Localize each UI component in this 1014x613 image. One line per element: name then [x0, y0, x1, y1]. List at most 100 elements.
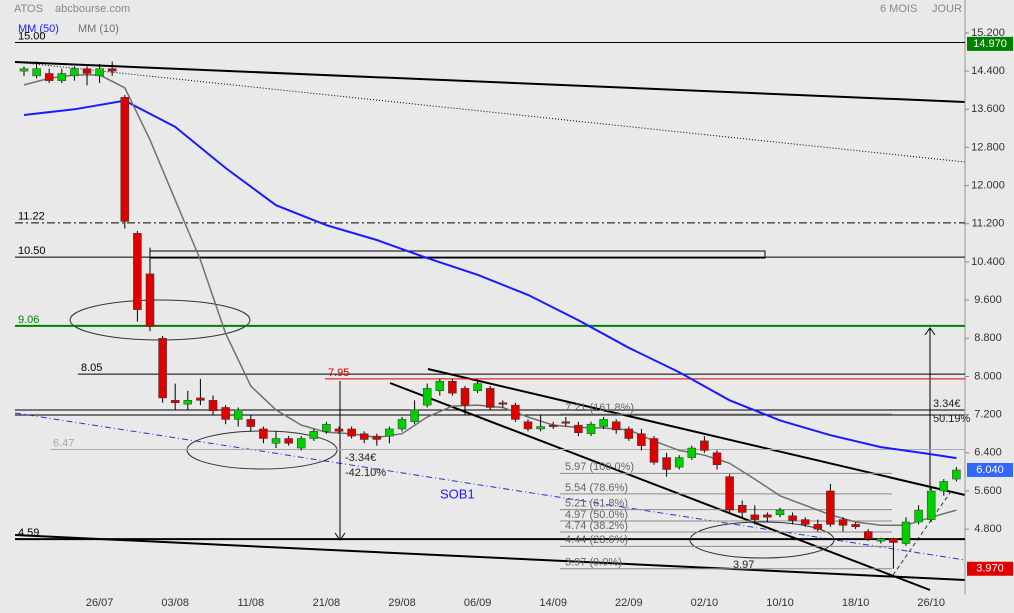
- y-tick-label: 8.800: [974, 332, 1002, 344]
- candle-body: [561, 421, 571, 424]
- level-label: 4.59: [18, 527, 39, 539]
- x-tick-label: 29/08: [388, 597, 416, 609]
- annotation: 50.19%: [933, 413, 971, 425]
- x-tick-label: 26/07: [86, 597, 114, 609]
- candle-body: [624, 428, 634, 439]
- candle-body: [422, 388, 432, 406]
- trend-line: [14, 61, 966, 103]
- candle-body: [876, 538, 886, 542]
- level-label: 9.06: [18, 314, 39, 326]
- fib-label: 4.44 (23.6%): [565, 534, 628, 546]
- candle-body: [120, 97, 130, 222]
- candle-body: [914, 509, 923, 523]
- level-label: 15.00: [18, 30, 46, 42]
- fib-label: 7.21 (161.8%): [565, 402, 634, 414]
- candle-body: [271, 438, 281, 444]
- y-tick-label: 5.600: [974, 485, 1002, 497]
- level-label: 11.22: [18, 211, 45, 223]
- y-tick-label: 4.800: [974, 523, 1002, 535]
- x-tick-label: 02/10: [691, 597, 719, 609]
- candle-body: [485, 388, 495, 408]
- x-tick-label: 06/09: [464, 597, 492, 609]
- candle-body: [233, 409, 243, 420]
- candle-body: [536, 426, 545, 430]
- candle-body: [775, 509, 785, 516]
- candle-body: [813, 524, 823, 530]
- x-tick-label: 10/10: [766, 597, 794, 609]
- candle-body: [763, 514, 772, 518]
- candle-body: [44, 73, 54, 81]
- trend-line: [14, 412, 966, 561]
- chart-title: ATOS: [14, 3, 43, 15]
- candle-body: [460, 388, 470, 406]
- candle-body: [586, 423, 596, 434]
- x-tick-label: 26/10: [917, 597, 945, 609]
- candle-body: [700, 440, 709, 451]
- candle-body: [901, 521, 911, 544]
- trend-line: [892, 489, 953, 576]
- x-tick-label: 14/09: [539, 597, 567, 609]
- x-tick-label: 03/08: [161, 597, 189, 609]
- y-tick-label: 12.000: [971, 180, 1005, 192]
- x-tick-label: 22/09: [615, 597, 643, 609]
- candle-body: [145, 273, 155, 327]
- price-tag-label: 14.970: [973, 38, 1007, 50]
- annotation: -42.10%: [345, 467, 386, 479]
- candle-body: [397, 419, 407, 430]
- candle-body: [712, 452, 722, 465]
- y-tick-label: 6.400: [974, 447, 1002, 459]
- candle-body: [952, 469, 961, 480]
- candle-body: [750, 514, 760, 520]
- y-tick-label: 11.200: [972, 218, 1005, 230]
- candle-body: [611, 421, 621, 431]
- candle-body: [926, 490, 936, 520]
- candle-body: [498, 402, 508, 405]
- candle-body: [322, 423, 331, 432]
- candle-body: [939, 481, 949, 492]
- y-tick-label: 10.400: [971, 256, 1005, 268]
- trend-line: [14, 534, 966, 581]
- price-tag-label: 6.040: [976, 464, 1004, 476]
- candle-body: [221, 407, 230, 420]
- candle-body: [473, 383, 482, 392]
- candle-body: [82, 68, 92, 74]
- candle-body: [851, 524, 860, 528]
- fib-label: 5.97 (100.0%): [565, 461, 634, 473]
- interval-label: JOUR: [932, 3, 962, 15]
- fib-label: 4.97 (50.0%): [565, 509, 628, 521]
- candle-body: [687, 447, 697, 458]
- candle-body: [296, 438, 306, 449]
- level-label: 10.50: [18, 245, 46, 257]
- y-tick-label: 13.600: [971, 103, 1005, 115]
- legend-entry: MM (10): [78, 23, 119, 35]
- candle-body: [259, 428, 268, 439]
- candle-body: [838, 519, 848, 526]
- candle-body: [725, 476, 734, 511]
- candle-body: [826, 490, 835, 525]
- candle-body: [107, 68, 117, 72]
- candle-body: [800, 519, 810, 525]
- candle-body: [284, 438, 293, 444]
- trend-line: [389, 382, 931, 591]
- candle-body: [435, 380, 445, 392]
- y-tick-label: 14.400: [971, 65, 1005, 77]
- trend-line: [427, 368, 966, 496]
- fib-label: 4.74 (38.2%): [565, 520, 628, 532]
- candle-body: [372, 435, 382, 440]
- x-tick-label: 11/08: [237, 597, 264, 609]
- x-tick-label: 18/10: [842, 597, 870, 609]
- candle-body: [208, 400, 218, 412]
- y-tick-label: 12.800: [971, 141, 1005, 153]
- fib-label: 5.54 (78.6%): [565, 482, 628, 494]
- level-label: 7.95: [328, 367, 349, 379]
- candle-body: [649, 438, 659, 463]
- level-label: 6.47: [53, 437, 74, 449]
- legend-entry: MM (50): [18, 23, 59, 35]
- candle-body: [637, 433, 646, 446]
- moving-average-line: [23, 99, 957, 460]
- period-label: 6 MOIS: [880, 3, 917, 15]
- price-tag: [967, 462, 1013, 477]
- candle-body: [57, 73, 67, 81]
